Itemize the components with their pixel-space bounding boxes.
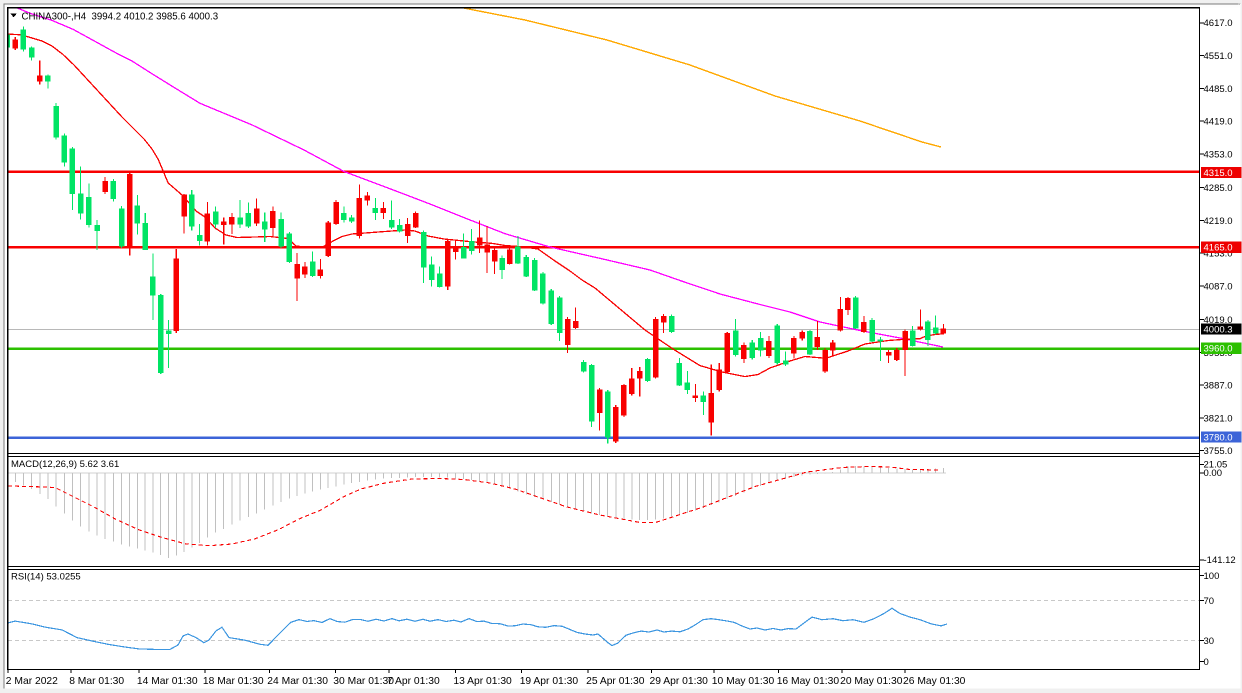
svg-text:30: 30 <box>1204 636 1215 647</box>
svg-text:4353.0: 4353.0 <box>1204 149 1233 160</box>
svg-text:20 May 01:30: 20 May 01:30 <box>840 676 903 687</box>
svg-text:3780.0: 3780.0 <box>1204 432 1233 443</box>
svg-text:4000.3: 4000.3 <box>1204 324 1233 335</box>
svg-text:4617.0: 4617.0 <box>1204 18 1233 29</box>
svg-text:8 Mar 01:30: 8 Mar 01:30 <box>69 676 124 687</box>
svg-text:4315.0: 4315.0 <box>1204 168 1233 179</box>
svg-text:3821.0: 3821.0 <box>1204 413 1233 424</box>
svg-text:4153.0: 4153.0 <box>1204 249 1233 260</box>
svg-text:29 Apr 01:30: 29 Apr 01:30 <box>650 676 709 687</box>
svg-text:14 Mar 01:30: 14 Mar 01:30 <box>137 676 198 687</box>
svg-text:3887.0: 3887.0 <box>1204 381 1233 392</box>
svg-text:4419.0: 4419.0 <box>1204 117 1233 128</box>
svg-text:7 Apr 01:30: 7 Apr 01:30 <box>387 676 440 687</box>
svg-text:4019.0: 4019.0 <box>1204 315 1233 326</box>
svg-text:16 May 01:30: 16 May 01:30 <box>777 676 840 687</box>
svg-text:MACD(12,26,9) 5.62 3.61: MACD(12,26,9) 5.62 3.61 <box>11 459 119 470</box>
svg-text:2 Mar 2022: 2 Mar 2022 <box>6 676 58 687</box>
svg-text:4087.0: 4087.0 <box>1204 281 1233 292</box>
svg-text:10 May 01:30: 10 May 01:30 <box>712 676 775 687</box>
svg-text:26 May 01:30: 26 May 01:30 <box>903 676 966 687</box>
svg-text:13 Apr 01:30: 13 Apr 01:30 <box>453 676 512 687</box>
svg-text:18 Mar 01:30: 18 Mar 01:30 <box>203 676 264 687</box>
svg-text:19 Apr 01:30: 19 Apr 01:30 <box>520 676 579 687</box>
svg-text:21.05: 21.05 <box>1204 460 1228 471</box>
svg-text:4285.0: 4285.0 <box>1204 183 1233 194</box>
svg-text:70: 70 <box>1204 596 1215 607</box>
svg-text:3960.0: 3960.0 <box>1204 344 1233 355</box>
svg-text:4219.0: 4219.0 <box>1204 216 1233 227</box>
svg-text:4165.0: 4165.0 <box>1204 243 1233 254</box>
svg-text:0.00: 0.00 <box>1204 468 1223 479</box>
svg-text:4551.0: 4551.0 <box>1204 51 1233 62</box>
svg-text:100: 100 <box>1204 571 1220 582</box>
svg-text:RSI(14) 53.0255: RSI(14) 53.0255 <box>11 572 81 583</box>
svg-text:30 Mar 01:30: 30 Mar 01:30 <box>333 676 394 687</box>
svg-text:25 Apr 01:30: 25 Apr 01:30 <box>586 676 645 687</box>
svg-text:-141.12: -141.12 <box>1204 555 1236 566</box>
svg-text:4485.0: 4485.0 <box>1204 84 1233 95</box>
svg-text:3755.0: 3755.0 <box>1204 446 1233 457</box>
svg-text:CHINA300-,H4 3994.2 4010.2 39: CHINA300-,H4 3994.2 4010.2 3985.6 4000.3 <box>22 11 219 22</box>
svg-text:0: 0 <box>1204 657 1209 668</box>
svg-text:24 Mar 01:30: 24 Mar 01:30 <box>267 676 328 687</box>
